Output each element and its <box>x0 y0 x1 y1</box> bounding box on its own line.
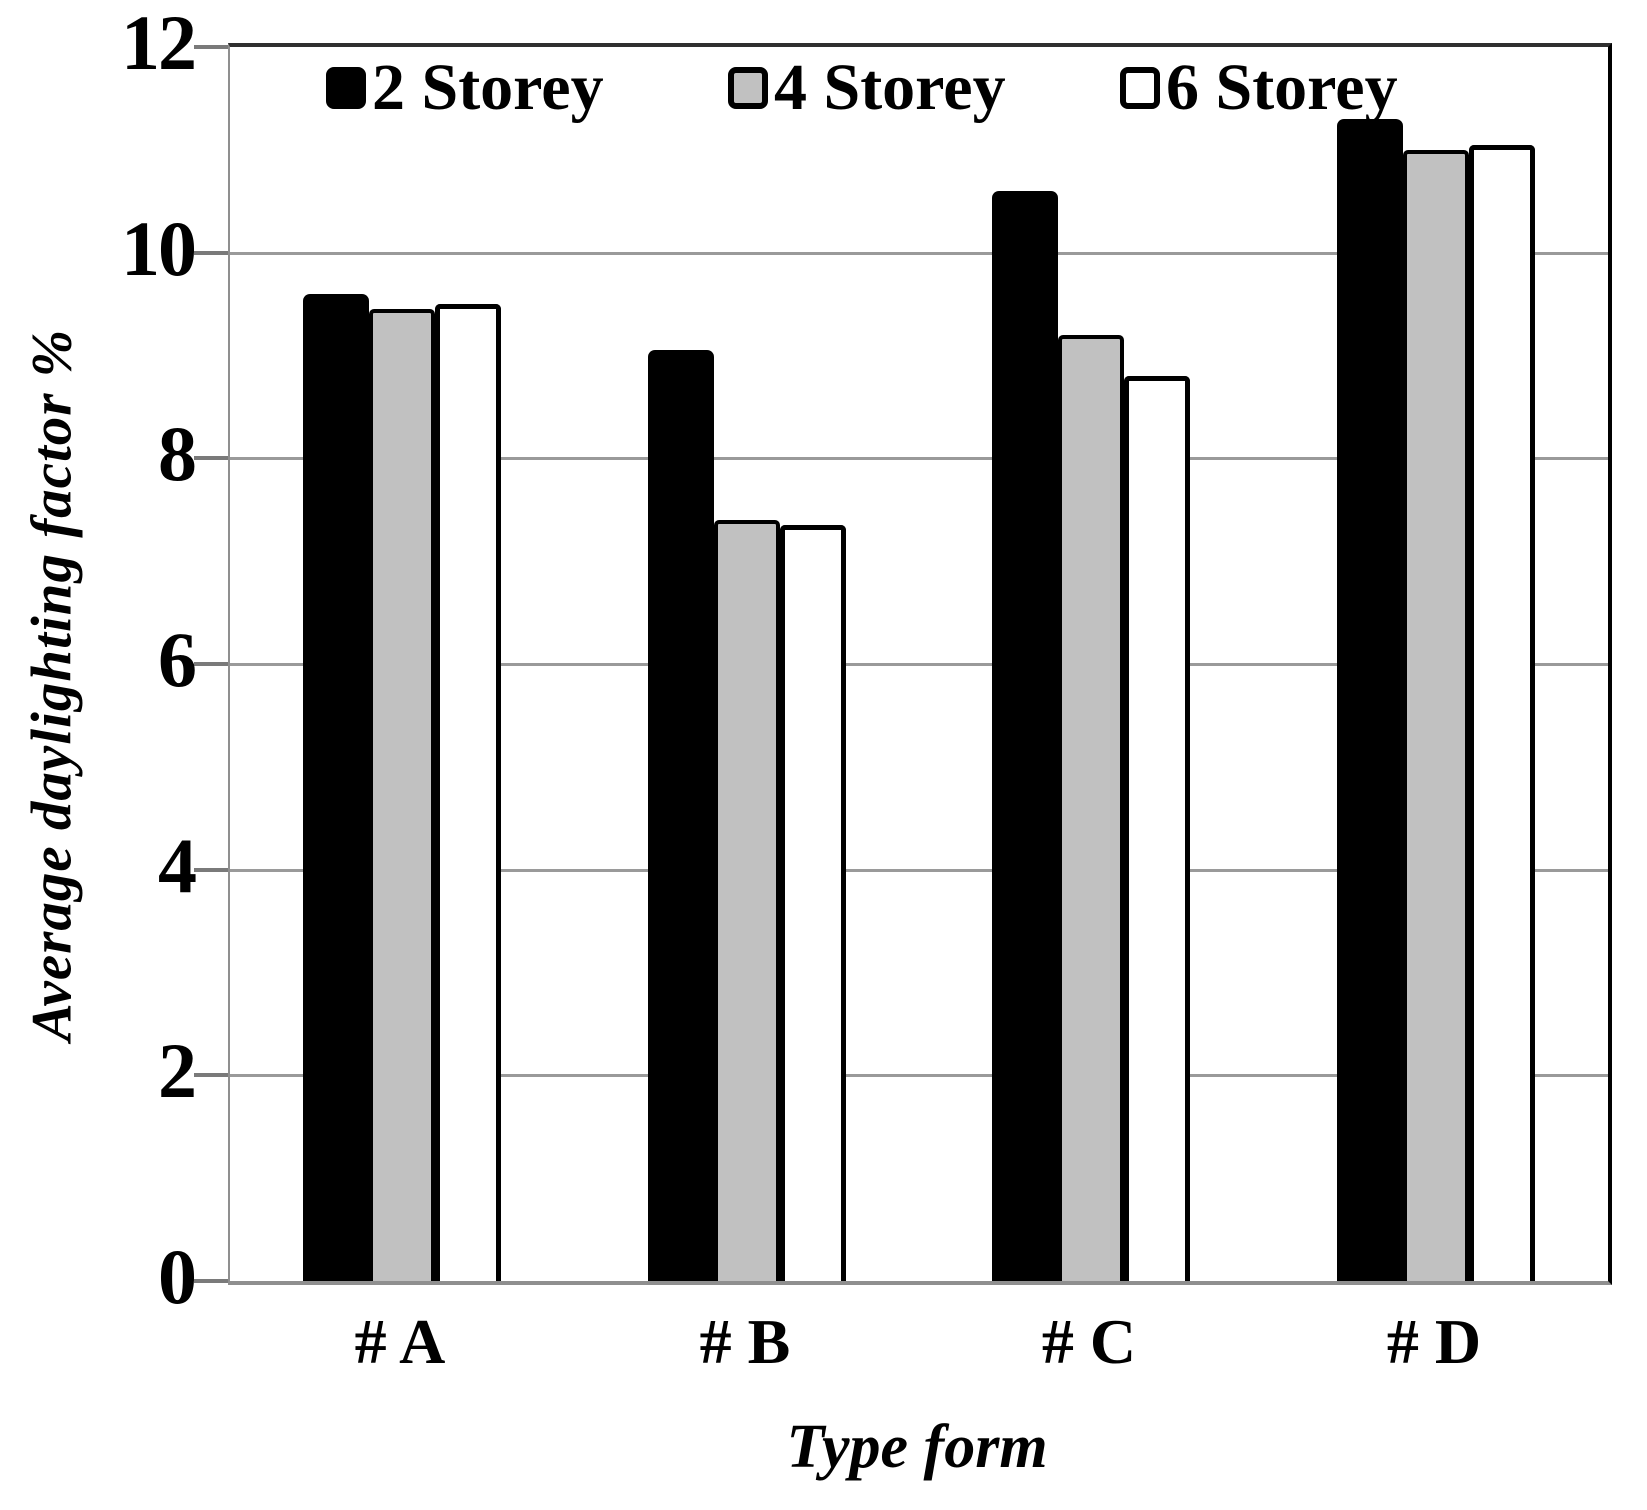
bar-4-storey-cat1 <box>714 520 780 1281</box>
bar-2-storey-cat3 <box>1337 119 1403 1281</box>
x-tick-label-0: # A <box>354 1306 446 1377</box>
y-tick-mark-0 <box>194 1279 228 1283</box>
y-tick-label-12: 12 <box>121 0 197 86</box>
gridline-y10 <box>230 251 1608 255</box>
y-tick-mark-8 <box>194 456 228 461</box>
bar-6-storey-cat1 <box>780 525 846 1281</box>
bar-4-storey-cat3 <box>1403 150 1469 1281</box>
y-tick-label-0: 0 <box>158 1233 197 1320</box>
y-tick-mark-12 <box>194 45 228 49</box>
y-tick-mark-2 <box>194 1073 228 1078</box>
y-tick-label-6: 6 <box>158 616 197 703</box>
plot-area <box>194 43 1612 1285</box>
x-tick-label-1: # B <box>699 1306 791 1377</box>
bar-2-storey-cat0 <box>303 294 369 1281</box>
gridline-y2 <box>230 1074 1608 1078</box>
y-tick-mark-4 <box>194 867 228 872</box>
y-tick-label-8: 8 <box>158 410 197 498</box>
bar-6-storey-cat2 <box>1124 376 1190 1281</box>
bar-2-storey-cat2 <box>992 191 1058 1281</box>
y-tick-label-4: 4 <box>158 821 197 909</box>
bar-2-storey-cat1 <box>648 350 714 1281</box>
gridline-y4 <box>230 868 1608 872</box>
x-tick-label-3: # D <box>1386 1306 1482 1377</box>
gridline-y8 <box>230 457 1608 461</box>
bar-6-storey-cat3 <box>1469 145 1535 1281</box>
x-tick-label-2: # C <box>1041 1306 1137 1377</box>
bar-4-storey-cat2 <box>1058 335 1124 1281</box>
y-tick-mark-6 <box>194 662 228 666</box>
y-tick-mark-10 <box>194 250 228 255</box>
bar-6-storey-cat0 <box>435 304 501 1281</box>
y-tick-label-2: 2 <box>158 1027 197 1115</box>
gridline-y6 <box>230 663 1608 666</box>
bar-4-storey-cat0 <box>369 309 435 1281</box>
y-tick-label-10: 10 <box>121 204 197 292</box>
x-axis-title: Type form <box>786 1413 1048 1481</box>
